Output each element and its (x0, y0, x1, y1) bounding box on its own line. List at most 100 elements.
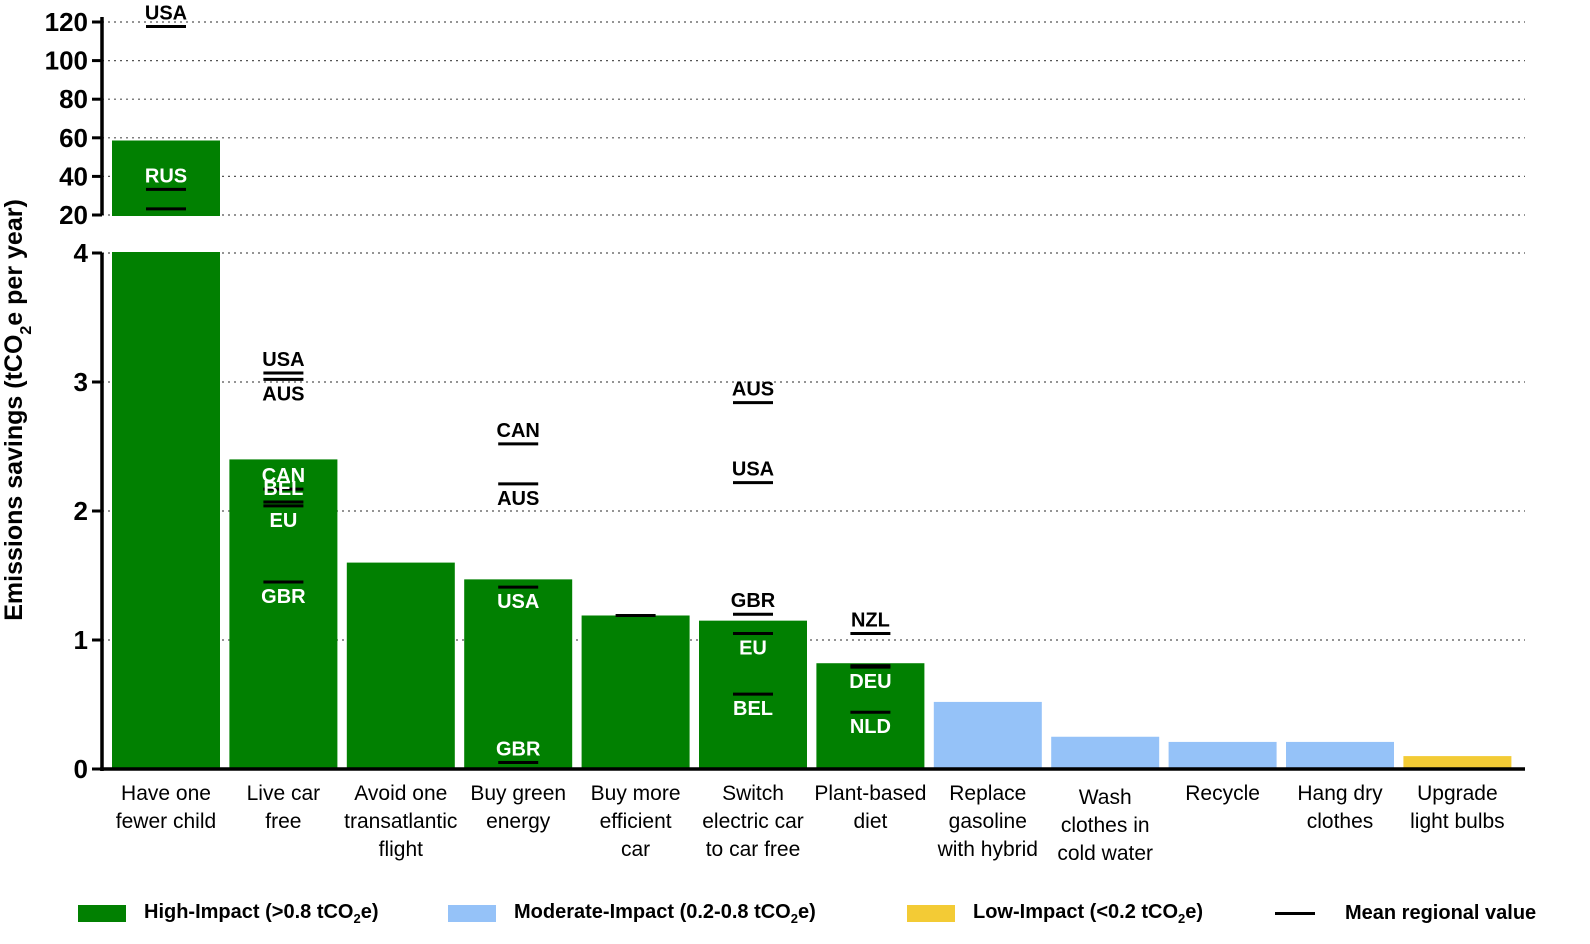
category-label-line: fewer child (116, 810, 216, 833)
legend-swatch-high (78, 904, 126, 922)
y-tick-label: 2 (74, 496, 88, 526)
category-label-c2: Live car free (247, 782, 321, 833)
category-label-line: Switch (722, 782, 784, 805)
mean-label: JPN (147, 213, 186, 235)
mean-label: USA (497, 591, 539, 613)
category-label-line: Avoid one (354, 782, 447, 805)
category-label-line: clothes in (1061, 814, 1150, 837)
category-label-line: Upgrade (1417, 782, 1498, 805)
legend-label-high: High-Impact (>0.8 tCO2e) (144, 901, 379, 926)
legend-sub: 2 (1178, 910, 1186, 926)
legend: High-Impact (>0.8 tCO2e) Moderate-Impact… (0, 893, 1590, 933)
category-label-line: car (621, 838, 650, 861)
category-label-c7: Plant-based diet (814, 782, 926, 833)
legend-suffix: e) (1185, 900, 1204, 923)
category-label-line: Hang dry (1297, 782, 1383, 805)
legend-label-mean: Mean regional value (1345, 901, 1537, 924)
mean-label: RUS (145, 165, 187, 187)
bar-c7 (816, 663, 925, 769)
y-tick-label: 0 (74, 754, 88, 784)
legend-label-low-text: Low-Impact (<0.2 tCO (973, 900, 1179, 923)
category-label-c8: Replace gasoline with hybrid (937, 782, 1038, 861)
category-label-c10: Recycle (1185, 782, 1260, 805)
mean-label: USA (614, 591, 656, 613)
legend-item-mean: Mean regional value (1275, 893, 1536, 933)
category-label-c1: Have one fewer child (116, 782, 216, 833)
legend-swatch-low (907, 904, 955, 922)
y-tick-label: 120 (45, 7, 88, 37)
category-label-line: electric car (702, 810, 804, 833)
mean-label: DEU (849, 671, 891, 693)
category-label-line: clothes (1307, 810, 1374, 833)
bar-c8 (933, 701, 1042, 769)
mean-label: USA (732, 459, 774, 481)
legend-mean-line (1275, 911, 1315, 915)
y-tick-label: 100 (45, 46, 88, 76)
category-label-line: free (265, 810, 301, 833)
mean-markers: USA RUS JPN USA AUS CAN BEL EU GBR CAN AUS USA GBR US… (145, 2, 920, 765)
legend-suffix: e) (360, 900, 379, 923)
y-tick-label: 60 (59, 123, 88, 153)
mean-label: AUS (262, 383, 304, 405)
category-label-line: efficient (600, 810, 672, 833)
mean-label: EU (739, 638, 767, 660)
axis-break-gap (112, 216, 220, 252)
y-tick-label: 40 (59, 161, 88, 191)
axes: 0 1 2 3 4 20 40 60 80 100 120 (45, 7, 1525, 784)
legend-sub: 2 (790, 910, 798, 926)
legend-label-moderate-text: Moderate-Impact (0.2-0.8 tCO (514, 900, 791, 923)
bar-c11 (1286, 741, 1394, 769)
legend-label-low: Low-Impact (<0.2 tCO2e) (973, 901, 1203, 926)
category-label-line: to car free (706, 838, 801, 861)
bar-c10 (1168, 741, 1277, 769)
bar-c5 (581, 615, 690, 769)
mean-label: CAN (497, 420, 540, 442)
category-label-line: with hybrid (937, 838, 1038, 861)
category-label-line: Replace (949, 782, 1026, 805)
bar-c3 (346, 562, 455, 769)
mean-label: CAN (262, 465, 305, 487)
mean-label: USA, GBR (822, 642, 920, 664)
bar-c9 (1051, 736, 1160, 769)
mean-label: USA (145, 2, 187, 24)
category-label-line: Buy green (470, 782, 566, 805)
y-tick-label: 4 (74, 238, 89, 268)
category-labels: Have one fewer child Live car free Avoid one… (116, 782, 1505, 865)
bar-c12 (1403, 756, 1512, 769)
chart-svg: USA RUS JPN USA AUS CAN BEL EU GBR CAN AUS USA GBR US… (0, 2, 1525, 865)
mean-label: BEL (733, 698, 773, 720)
category-label-line: transatlantic (344, 810, 457, 833)
category-label-line: Live car (247, 782, 321, 805)
bar-c2 (229, 459, 338, 769)
category-label-line: flight (379, 838, 424, 861)
mean-label: NZL (851, 610, 890, 632)
category-label-line: cold water (1057, 842, 1153, 865)
legend-item-high: High-Impact (>0.8 tCO2e) (78, 893, 379, 933)
category-label-line: Have one (121, 782, 211, 805)
category-label-line: energy (486, 810, 551, 833)
mean-label: AUS (497, 488, 539, 510)
category-label-c4: Buy green energy (470, 782, 566, 833)
legend-swatch-moderate (448, 904, 496, 922)
mean-label: GBR (496, 739, 541, 761)
mean-label: USA (262, 349, 304, 371)
legend-label-high-text: High-Impact (>0.8 tCO (144, 900, 354, 923)
y-axis-title: Emissions savings (tCO2e per year) (0, 199, 35, 621)
category-label-c9: Wash clothes in cold water (1057, 786, 1153, 865)
bars (112, 140, 1512, 769)
y-tick-label: 80 (59, 84, 88, 114)
y-axis-title-sub: 2 (18, 326, 35, 335)
mean-label: AUS (732, 379, 774, 401)
category-label-line: gasoline (949, 810, 1027, 833)
legend-item-low: Low-Impact (<0.2 tCO2e) (907, 893, 1203, 933)
legend-suffix: e) (797, 900, 816, 923)
mean-label: GBR (261, 586, 306, 608)
category-label-line: Wash (1079, 786, 1132, 809)
legend-label-moderate: Moderate-Impact (0.2-0.8 tCO2e) (514, 901, 816, 926)
y-tick-label: 3 (74, 367, 88, 397)
bar-c4 (464, 579, 573, 769)
category-label-c5: Buy more efficient car (591, 782, 681, 861)
category-label-c12: Upgrade light bulbs (1410, 782, 1505, 833)
y-tick-label: 1 (74, 625, 88, 655)
legend-sub: 2 (353, 910, 361, 926)
